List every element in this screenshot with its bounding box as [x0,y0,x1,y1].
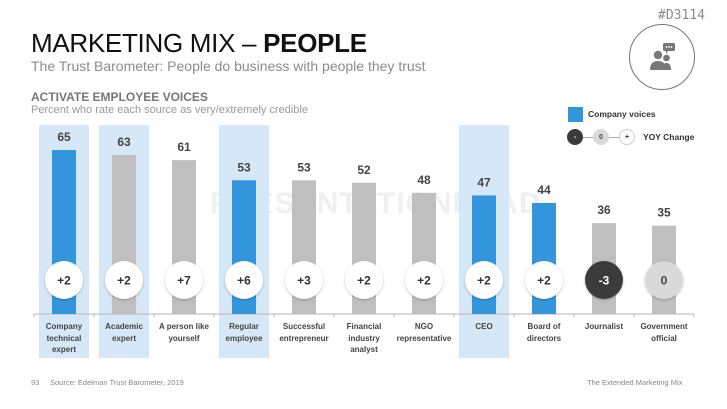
yoy-change-label: +2 [417,274,431,288]
x-tick-label: Regular employee [211,321,277,344]
page-title: MARKETING MIX – PEOPLE [31,28,367,59]
yoy-change-dot [105,261,143,299]
x-tick-label-line: industry [348,333,380,343]
x-tick-label-line: Financial [346,322,382,331]
yoy-change-label: +7 [177,274,191,288]
legend-negative-dot: - [567,129,583,145]
x-tick-label: A person like yourself [151,321,217,344]
x-tick-label: CEO [451,321,517,333]
x-tick-label-line: Government [640,322,688,331]
x-tick-label-line: Successful [282,322,326,331]
source-note: Source: Edelman Trust Barometer, 2019 [50,378,184,387]
yoy-change-dot [165,261,203,299]
x-tick-label-line: expert [51,345,76,354]
data-label: 52 [357,163,371,177]
x-tick-label-line: Regular [229,322,259,331]
page-number: 93 [31,378,40,387]
footer-section-title: The Extended Marketing Mix [587,378,683,387]
x-tick-label-line: employee [225,333,263,343]
data-label: 63 [117,135,131,149]
legend-yoy-change: YOY Change [643,132,695,142]
document-code: #D3114 [658,8,705,23]
yoy-change-label: 0 [661,274,668,288]
x-tick-label: Company technical expert [31,321,97,356]
yoy-change-dot [585,261,623,299]
yoy-change-label: +3 [297,274,311,288]
x-tick-label: Board of directors [511,321,577,344]
yoy-change-dot [345,261,383,299]
x-tick-label-line: Company [45,322,83,331]
x-tick-label-line: analyst [350,345,378,354]
legend-zero-dot: 0 [593,129,609,145]
page-subtitle: The Trust Barometer: People do business … [31,58,426,74]
data-label: 47 [477,175,491,189]
x-tick-label: Successful entrepreneur [271,321,337,344]
title-bold: PEOPLE [263,28,367,58]
x-tick-label-line: Journalist [584,322,624,331]
yoy-change-dot [405,261,443,299]
title-regular: MARKETING MIX – [31,28,264,58]
yoy-change-dot [465,261,503,299]
yoy-change-label: +2 [537,274,551,288]
x-tick-label: NGO representative [391,321,457,344]
x-tick-label: Academic expert [91,321,157,344]
chart-title: ACTIVATE EMPLOYEE VOICES [31,90,208,104]
x-tick-label-line: representative [396,333,452,343]
yoy-change-label: +6 [237,274,251,288]
x-tick-label-line: CEO [475,322,493,331]
yoy-change-dot [225,261,263,299]
data-label: 53 [297,160,311,174]
x-tick-label: Government official [631,321,697,344]
data-label: 44 [537,183,551,197]
yoy-change-label: +2 [357,274,371,288]
x-tick-label: Journalist [571,321,637,333]
people-chat-icon [629,24,695,90]
x-tick-label-line: technical [46,333,82,343]
data-label: 53 [237,160,251,174]
x-tick-label-line: official [651,333,677,343]
x-tick-label-line: expert [111,333,136,343]
x-tick-label-line: Board of [527,322,561,331]
data-label: 36 [597,203,611,217]
yoy-change-dot [525,261,563,299]
yoy-change-label: +2 [477,274,491,288]
legend-company-voices: Company voices [588,109,656,119]
x-tick-label-line: entrepreneur [279,333,329,343]
yoy-change-label: -3 [599,274,610,288]
yoy-change-dot [645,261,683,299]
yoy-change-label: +2 [117,274,131,288]
legend-swatch-company [568,107,583,122]
chart-subtitle: Percent who rate each source as very/ext… [31,104,308,116]
x-tick-label-line: Academic [105,322,143,331]
x-tick-label: Financial industry analyst [331,321,397,356]
yoy-change-dot [285,261,323,299]
yoy-change-label: +2 [57,274,71,288]
x-tick-label-line: yourself [168,333,200,343]
legend-positive-dot: + [619,129,635,145]
x-tick-label-line: directors [526,333,562,343]
data-label: 65 [57,130,71,144]
yoy-change-dot [45,261,83,299]
data-label: 61 [177,140,191,154]
x-tick-label-line: A person like [159,322,209,331]
x-tick-label-line: NGO [414,322,434,331]
data-label: 35 [657,206,671,220]
data-label: 48 [417,173,431,187]
